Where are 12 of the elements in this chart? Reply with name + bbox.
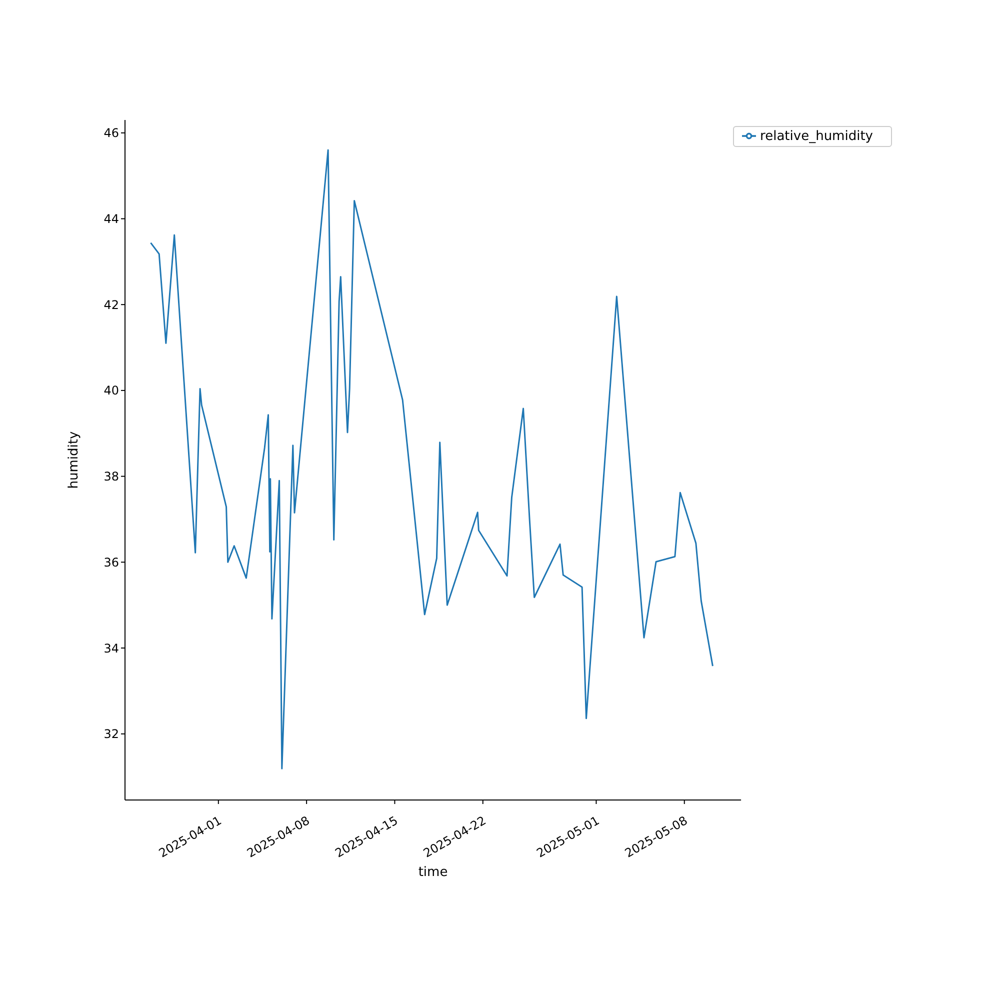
line-series [150, 149, 714, 770]
x-axis-title: time [418, 865, 448, 880]
y-axis-title: humidity [66, 430, 82, 489]
y-tick-label: 46 [104, 126, 119, 140]
y-tick-label: 42 [104, 298, 119, 312]
legend-label: relative_humidity [760, 129, 873, 144]
y-tick-label: 38 [104, 470, 119, 484]
y-tick-label: 32 [104, 727, 119, 742]
y-tick-label: 34 [104, 641, 119, 656]
y-tick-label: 40 [104, 384, 119, 398]
y-tick-label: 44 [104, 212, 119, 226]
y-tick-label: 36 [104, 555, 119, 570]
